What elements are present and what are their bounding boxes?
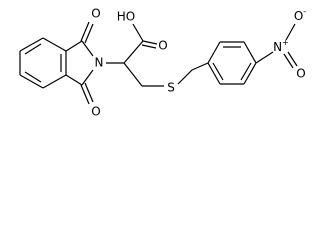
atom-label: O-: [294, 7, 306, 23]
atom-label: N: [95, 56, 104, 70]
atom-label: O: [91, 7, 100, 21]
atom-charge: +: [282, 38, 289, 47]
atom-label: HO: [117, 10, 135, 24]
structure: O O N HO O S N+ O- O: [19, 7, 306, 119]
atom-label: S: [167, 81, 175, 95]
atom-symbol: N: [273, 40, 282, 54]
atom-symbol: O: [294, 9, 303, 23]
atom-label: O: [91, 105, 100, 119]
atom-label: O: [158, 39, 167, 53]
atom-charge: -: [303, 7, 306, 16]
atom-label: N+: [273, 38, 289, 54]
bonds: [19, 21, 298, 105]
atom-label: O: [296, 67, 305, 81]
